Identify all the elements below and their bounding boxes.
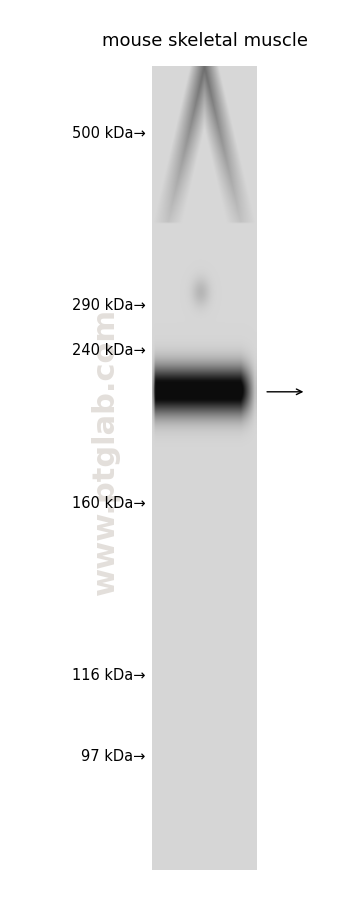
Text: 160 kDa→: 160 kDa→ — [72, 496, 145, 511]
Text: www.ptglab.com: www.ptglab.com — [91, 308, 119, 594]
Text: 97 kDa→: 97 kDa→ — [81, 749, 145, 763]
Text: 240 kDa→: 240 kDa→ — [71, 343, 145, 357]
Text: 290 kDa→: 290 kDa→ — [71, 298, 145, 312]
Text: mouse skeletal muscle: mouse skeletal muscle — [102, 32, 308, 50]
Text: 500 kDa→: 500 kDa→ — [71, 126, 145, 141]
Text: 116 kDa→: 116 kDa→ — [72, 667, 145, 682]
